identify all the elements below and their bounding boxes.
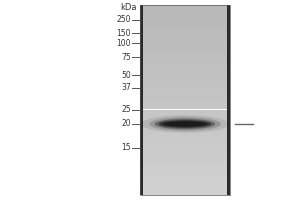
Bar bbox=[140, 186, 230, 188]
Bar bbox=[140, 67, 230, 69]
Bar bbox=[140, 19, 230, 22]
Bar bbox=[140, 93, 230, 95]
Bar bbox=[140, 62, 230, 64]
Text: 25: 25 bbox=[122, 106, 131, 114]
Bar bbox=[140, 41, 230, 43]
Bar bbox=[140, 22, 230, 24]
Text: 15: 15 bbox=[122, 144, 131, 152]
Bar bbox=[140, 157, 230, 159]
Bar bbox=[140, 7, 230, 10]
Bar bbox=[140, 159, 230, 162]
Bar bbox=[140, 24, 230, 26]
Bar bbox=[140, 10, 230, 12]
Bar bbox=[140, 55, 230, 57]
Bar bbox=[140, 174, 230, 176]
Bar bbox=[140, 121, 230, 124]
Bar bbox=[140, 90, 230, 93]
Bar bbox=[140, 72, 230, 74]
Bar bbox=[140, 102, 230, 105]
Bar bbox=[140, 143, 230, 145]
Bar bbox=[140, 164, 230, 166]
Bar bbox=[140, 38, 230, 41]
Bar bbox=[140, 110, 230, 112]
Bar bbox=[140, 100, 230, 102]
Bar bbox=[140, 26, 230, 29]
Text: 50: 50 bbox=[121, 71, 131, 79]
Ellipse shape bbox=[141, 115, 229, 133]
Bar bbox=[140, 86, 230, 88]
Bar bbox=[140, 193, 230, 195]
Bar bbox=[140, 12, 230, 15]
Bar bbox=[140, 50, 230, 52]
Bar bbox=[140, 178, 230, 181]
Bar bbox=[140, 69, 230, 72]
Bar bbox=[140, 117, 230, 119]
Bar bbox=[140, 5, 143, 195]
Bar bbox=[140, 190, 230, 193]
Ellipse shape bbox=[163, 121, 207, 127]
Bar bbox=[140, 5, 230, 7]
Bar bbox=[140, 60, 230, 62]
Bar bbox=[227, 5, 230, 195]
Bar bbox=[140, 181, 230, 183]
Bar bbox=[140, 188, 230, 190]
Bar bbox=[140, 29, 230, 31]
Bar bbox=[140, 17, 230, 19]
Bar bbox=[140, 145, 230, 148]
Bar bbox=[140, 88, 230, 90]
Bar bbox=[140, 169, 230, 171]
Bar bbox=[140, 155, 230, 157]
Bar bbox=[140, 57, 230, 60]
Text: 150: 150 bbox=[116, 28, 131, 38]
Text: 37: 37 bbox=[121, 84, 131, 92]
Bar bbox=[140, 76, 230, 79]
Ellipse shape bbox=[159, 120, 211, 128]
Bar bbox=[140, 136, 230, 138]
Bar bbox=[140, 183, 230, 186]
Bar bbox=[140, 33, 230, 36]
Bar bbox=[140, 150, 230, 152]
Bar bbox=[140, 148, 230, 150]
Text: 20: 20 bbox=[122, 119, 131, 129]
Bar bbox=[140, 98, 230, 100]
Ellipse shape bbox=[169, 122, 202, 126]
Bar bbox=[140, 74, 230, 76]
Bar bbox=[140, 52, 230, 55]
Bar bbox=[140, 79, 230, 81]
Ellipse shape bbox=[155, 119, 215, 129]
Bar bbox=[140, 140, 230, 143]
Bar bbox=[140, 129, 230, 131]
Bar bbox=[140, 43, 230, 45]
Text: 75: 75 bbox=[121, 52, 131, 62]
Bar bbox=[140, 95, 230, 98]
Ellipse shape bbox=[149, 117, 221, 131]
Bar bbox=[140, 176, 230, 178]
Bar bbox=[140, 15, 230, 17]
Bar bbox=[140, 64, 230, 67]
Bar bbox=[140, 126, 230, 129]
Bar bbox=[140, 36, 230, 38]
Bar bbox=[140, 162, 230, 164]
Bar bbox=[140, 5, 230, 195]
Bar bbox=[140, 48, 230, 50]
Bar bbox=[140, 83, 230, 86]
Bar bbox=[140, 138, 230, 140]
Text: 100: 100 bbox=[116, 38, 131, 47]
Bar bbox=[140, 119, 230, 121]
Bar bbox=[140, 166, 230, 169]
Bar bbox=[140, 133, 230, 136]
Bar bbox=[140, 124, 230, 126]
Bar bbox=[140, 45, 230, 48]
Text: 250: 250 bbox=[116, 16, 131, 24]
Bar bbox=[140, 131, 230, 133]
Bar bbox=[140, 107, 230, 109]
Bar bbox=[140, 152, 230, 155]
Text: kDa: kDa bbox=[121, 3, 137, 12]
Bar bbox=[140, 171, 230, 174]
Bar bbox=[140, 31, 230, 33]
Bar bbox=[140, 105, 230, 107]
Bar bbox=[140, 112, 230, 114]
Bar bbox=[140, 81, 230, 83]
Bar bbox=[140, 114, 230, 117]
